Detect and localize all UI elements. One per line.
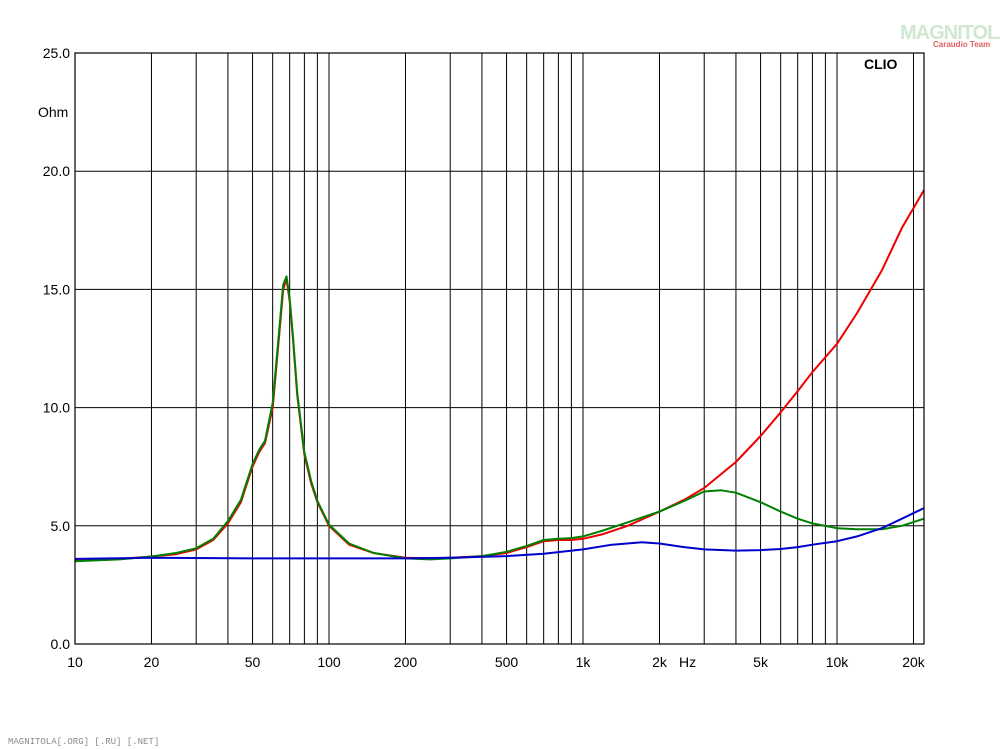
grid: [75, 53, 924, 644]
y-axis-unit-label: Ohm: [38, 104, 68, 120]
x-tick-label: 1k: [576, 654, 592, 670]
logo-watermark: MAGNITOLA: [900, 22, 1000, 44]
x-tick-label: 50: [245, 654, 261, 670]
logo-subtitle: Caraudio Team: [933, 40, 990, 49]
x-tick-labels: 10 20 50 100 200 500 1k 2k 5k 10k 20k: [67, 654, 926, 670]
y-tick-label: 15.0: [43, 281, 70, 297]
y-tick-label: 20.0: [43, 163, 70, 179]
x-tick-label: 10: [67, 654, 83, 670]
series-line-3: [74, 507, 925, 560]
x-tick-label: 100: [317, 654, 341, 670]
x-axis-unit-label: Hz: [679, 654, 696, 670]
x-tick-label: 20: [144, 654, 160, 670]
x-tick-label: 10k: [826, 654, 850, 670]
y-tick-label: 5.0: [51, 518, 71, 534]
footer-watermark: MAGNITOLA[.ORG] [.RU] [.NET]: [8, 737, 159, 747]
y-tick-labels: 0.0 5.0 10.0 15.0 20.0 25.0: [43, 45, 70, 652]
x-tick-label: 200: [394, 654, 418, 670]
plot-frame: [74, 52, 925, 645]
x-tick-label: 500: [495, 654, 519, 670]
y-tick-label: 0.0: [51, 636, 71, 652]
x-tick-label: 2k: [652, 654, 668, 670]
y-tick-label: 10.0: [43, 400, 70, 416]
y-tick-label: 25.0: [43, 45, 70, 61]
clio-brand-label: CLIO: [864, 56, 898, 72]
x-tick-label: 5k: [753, 654, 769, 670]
curves: [74, 189, 925, 563]
x-tick-label: 20k: [902, 654, 926, 670]
plot-background: [75, 53, 924, 644]
